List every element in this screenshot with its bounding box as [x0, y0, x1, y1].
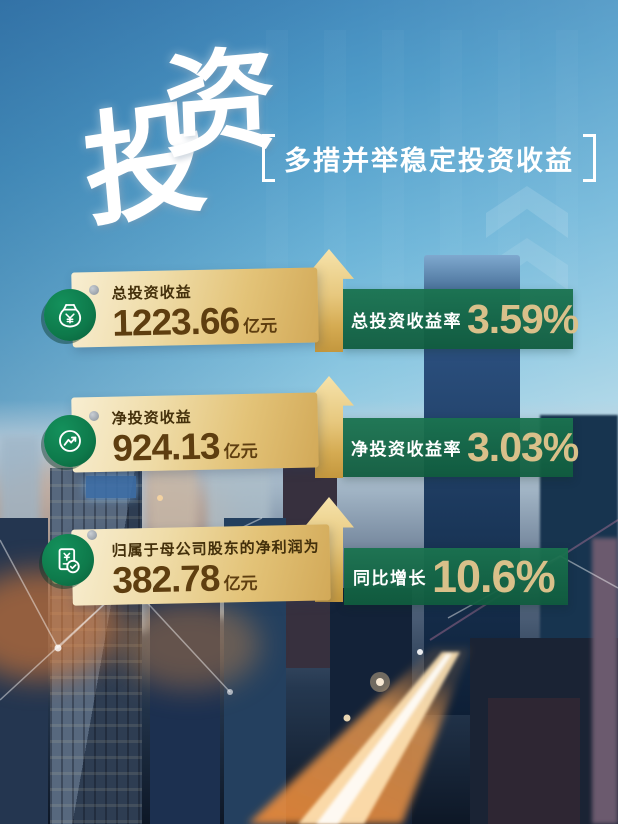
subtitle-text: 多措并举稳定投资收益 — [284, 145, 574, 176]
rate-label: 同比增长 — [353, 569, 427, 588]
rate-band: 总投资收益率 3.59% — [342, 289, 579, 349]
metric-value: 1223.66 — [111, 300, 240, 344]
title-char-zi: 资 — [162, 36, 278, 171]
subtitle-banner: 多措并举稳定投资收益 — [262, 134, 596, 182]
rate-label: 总投资收益率 — [351, 311, 462, 331]
pin-dot — [89, 411, 99, 421]
metric-unit: 亿元 — [223, 573, 258, 594]
metric-card: 归属于母公司股东的净利润为 382.78 亿元 — [71, 524, 331, 606]
metric-card: 总投资收益 1223.66 亿元 — [71, 267, 319, 348]
building-edge — [592, 538, 618, 824]
rate-band: 净投资收益率 3.03% — [342, 418, 579, 477]
left-bracket — [262, 134, 275, 182]
sky-light-bars — [230, 30, 590, 290]
rate-value: 3.59% — [467, 295, 579, 342]
trend-up-icon — [44, 411, 99, 467]
city-skyline-photo — [0, 255, 618, 824]
receipt-check-icon — [42, 530, 97, 586]
metric-value: 382.78 — [111, 557, 220, 601]
pin-dot — [89, 285, 99, 295]
rate-band: 同比增长 10.6% — [344, 548, 568, 605]
rate-value: 10.6% — [432, 551, 556, 602]
money-bag-icon — [44, 285, 99, 341]
rate-label: 净投资收益率 — [351, 440, 462, 459]
metric-unit: 亿元 — [242, 316, 278, 336]
metric-card: 净投资收益 924.13 亿元 — [71, 392, 319, 473]
highway-light-trails — [0, 495, 618, 824]
building — [488, 698, 580, 824]
tower-logo-sign — [86, 476, 136, 498]
metric-unit: 亿元 — [223, 441, 258, 462]
street-glow — [120, 600, 260, 690]
rate-value: 3.03% — [467, 424, 579, 470]
right-bracket — [583, 134, 596, 182]
pin-dot — [87, 530, 97, 540]
metric-value: 924.13 — [111, 425, 220, 469]
